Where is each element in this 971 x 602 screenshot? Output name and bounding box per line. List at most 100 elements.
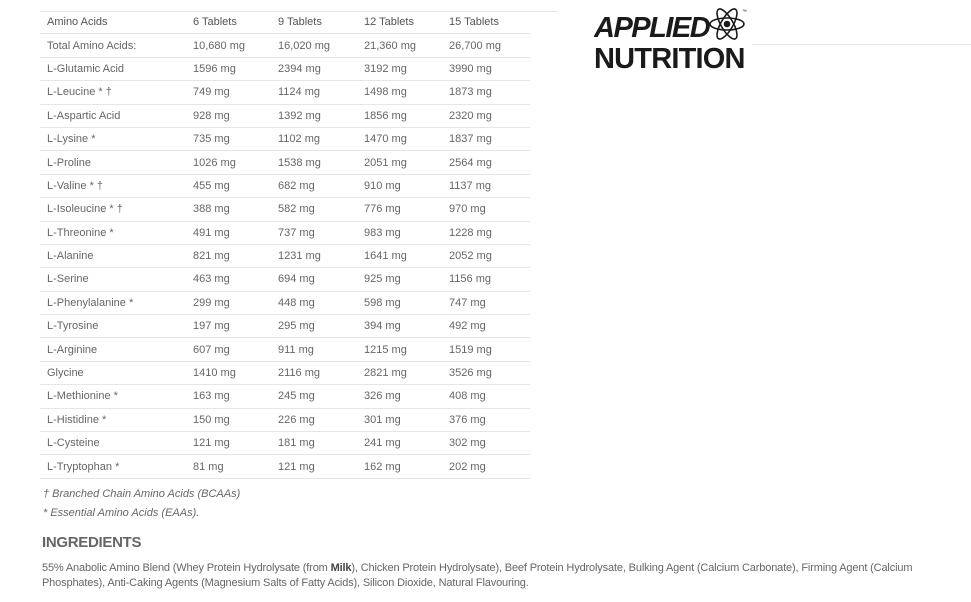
amino-acid-name: L-Cysteine xyxy=(40,431,186,456)
amount-cell: 241 mg xyxy=(357,431,442,456)
amount-cell: 10,680 mg xyxy=(186,33,271,58)
amino-acid-name: Total Amino Acids: xyxy=(40,33,186,58)
amino-acid-name: L-Alanine xyxy=(40,244,186,269)
logo-line2: NUTRITION xyxy=(594,43,744,72)
table-row: L-Alanine 821 mg 1231 mg 1641 mg 2052 mg xyxy=(40,244,530,269)
amino-acid-name: L-Leucine * † xyxy=(40,80,186,105)
amount-cell: 388 mg xyxy=(186,197,271,222)
amount-cell: 26,700 mg xyxy=(442,33,530,58)
table-row: L-Isoleucine * † 388 mg 582 mg 776 mg 970 mg xyxy=(40,197,530,222)
amount-cell: 448 mg xyxy=(271,291,357,316)
amino-acid-name: L-Glutamic Acid xyxy=(40,57,186,82)
amount-cell: 1538 mg xyxy=(271,150,357,175)
amount-cell: 607 mg xyxy=(186,337,271,362)
table-row: L-Aspartic Acid 928 mg 1392 mg 1856 mg 2320 … xyxy=(40,104,530,128)
amount-cell: 326 mg xyxy=(357,384,442,409)
table-row: Glycine 1410 mg 2116 mg 2821 mg 3526 mg xyxy=(40,361,530,386)
amount-cell: 394 mg xyxy=(357,314,442,339)
amino-acid-name: L-Lysine * xyxy=(40,127,186,152)
table-row: L-Phenylalanine * 299 mg 448 mg 598 mg 747 m… xyxy=(40,291,530,316)
column-header: 15 Tablets xyxy=(442,11,530,35)
column-header: 6 Tablets xyxy=(186,11,271,35)
amount-cell: 1641 mg xyxy=(357,244,442,269)
amount-cell: 1228 mg xyxy=(442,221,530,245)
table-row: L-Cysteine 121 mg 181 mg 241 mg 302 mg xyxy=(40,431,530,456)
amount-cell: 735 mg xyxy=(186,127,271,152)
trademark: ™ xyxy=(742,9,747,15)
amount-cell: 197 mg xyxy=(186,314,271,339)
applied-nutrition-logo: APPLIED NUTRITION ™ xyxy=(594,8,747,72)
amino-acid-name: L-Proline xyxy=(40,150,186,175)
amount-cell: 295 mg xyxy=(271,314,357,339)
amount-cell: 1519 mg xyxy=(442,337,530,362)
table-row: L-Tyrosine 197 mg 295 mg 394 mg 492 mg xyxy=(40,314,530,339)
amino-acid-name: L-Threonine * xyxy=(40,221,186,245)
amount-cell: 3990 mg xyxy=(442,57,530,82)
table-row: Total Amino Acids: 10,680 mg 16,020 mg 21,3… xyxy=(40,33,530,58)
amount-cell: 1156 mg xyxy=(442,267,530,292)
amount-cell: 749 mg xyxy=(186,80,271,105)
amount-cell: 302 mg xyxy=(442,431,530,456)
amount-cell: 1215 mg xyxy=(357,337,442,362)
amount-cell: 1392 mg xyxy=(271,104,357,128)
amount-cell: 910 mg xyxy=(357,174,442,199)
amount-cell: 2821 mg xyxy=(357,361,442,386)
amount-cell: 2564 mg xyxy=(442,150,530,175)
table-row: L-Tryptophan * 81 mg 121 mg 162 mg 202 mg xyxy=(40,454,530,479)
amount-cell: 983 mg xyxy=(357,221,442,245)
amount-cell: 776 mg xyxy=(357,197,442,222)
amount-cell: 747 mg xyxy=(442,291,530,316)
amino-acid-name: L-Isoleucine * † xyxy=(40,197,186,222)
column-header: 12 Tablets xyxy=(357,11,442,35)
amount-cell: 682 mg xyxy=(271,174,357,199)
amount-cell: 928 mg xyxy=(186,104,271,128)
amino-acid-name: L-Tyrosine xyxy=(40,314,186,339)
ingredients-heading: INGREDIENTS xyxy=(42,534,142,551)
bcaa-note: † Branched Chain Amino Acids (BCAAs) xyxy=(43,488,241,500)
amount-cell: 162 mg xyxy=(357,454,442,479)
amount-cell: 737 mg xyxy=(271,221,357,245)
amino-acid-name: L-Aspartic Acid xyxy=(40,104,186,128)
table-row: L-Threonine * 491 mg 737 mg 983 mg 1228 mg xyxy=(40,221,530,245)
amount-cell: 408 mg xyxy=(442,384,530,409)
amount-cell: 121 mg xyxy=(186,431,271,456)
amount-cell: 491 mg xyxy=(186,221,271,245)
amino-acid-name: L-Tryptophan * xyxy=(40,454,186,479)
amount-cell: 202 mg xyxy=(442,454,530,479)
column-header: 9 Tablets xyxy=(271,11,357,35)
amino-acid-table: Amino Acids 6 Tablets 9 Tablets 12 Tablets 1… xyxy=(40,11,530,479)
amount-cell: 970 mg xyxy=(442,197,530,222)
amino-acid-name: L-Serine xyxy=(40,267,186,292)
amount-cell: 694 mg xyxy=(271,267,357,292)
eaa-note: * Essential Amino Acids (EAAs). xyxy=(43,507,200,519)
amount-cell: 245 mg xyxy=(271,384,357,409)
amount-cell: 821 mg xyxy=(186,244,271,269)
amount-cell: 925 mg xyxy=(357,267,442,292)
table-row: L-Lysine * 735 mg 1102 mg 1470 mg 1837 mg xyxy=(40,127,530,152)
amount-cell: 463 mg xyxy=(186,267,271,292)
amount-cell: 3526 mg xyxy=(442,361,530,386)
amount-cell: 16,020 mg xyxy=(271,33,357,58)
table-row: L-Histidine * 150 mg 226 mg 301 mg 376 mg xyxy=(40,408,530,433)
amount-cell: 582 mg xyxy=(271,197,357,222)
table-row: L-Proline 1026 mg 1538 mg 2051 mg 2564 mg xyxy=(40,150,530,175)
amount-cell: 1498 mg xyxy=(357,80,442,105)
amount-cell: 1231 mg xyxy=(271,244,357,269)
amount-cell: 1837 mg xyxy=(442,127,530,152)
amount-cell: 299 mg xyxy=(186,291,271,316)
amount-cell: 21,360 mg xyxy=(357,33,442,58)
ingredients-before: 55% Anabolic Amino Blend (Whey Protein H… xyxy=(42,562,331,574)
amount-cell: 2320 mg xyxy=(442,104,530,128)
table-header-row: Amino Acids 6 Tablets 9 Tablets 12 Tablets 1… xyxy=(40,11,530,35)
atom-icon xyxy=(709,8,745,40)
table-row: L-Leucine * † 749 mg 1124 mg 1498 mg 1873 mg xyxy=(40,80,530,105)
amount-cell: 2116 mg xyxy=(271,361,357,386)
amount-cell: 1596 mg xyxy=(186,57,271,82)
amount-cell: 1410 mg xyxy=(186,361,271,386)
amount-cell: 1470 mg xyxy=(357,127,442,152)
amino-acid-name: L-Valine * † xyxy=(40,174,186,199)
amount-cell: 121 mg xyxy=(271,454,357,479)
amino-acid-name: L-Arginine xyxy=(40,337,186,362)
logo-line1: APPLIED xyxy=(594,12,711,44)
table-row: L-Arginine 607 mg 911 mg 1215 mg 1519 mg xyxy=(40,337,530,362)
